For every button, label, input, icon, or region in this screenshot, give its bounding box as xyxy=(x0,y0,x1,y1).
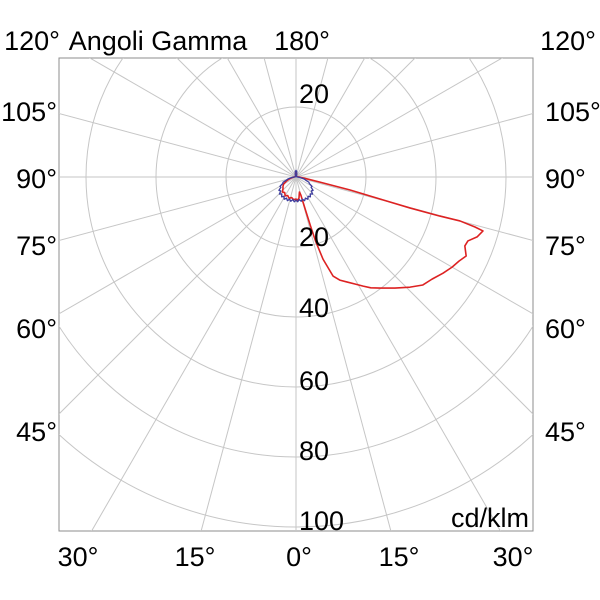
curve-c90-c270 xyxy=(278,169,314,203)
gamma-label-90-left: 90° xyxy=(16,164,57,194)
grid-circle-40 xyxy=(155,58,437,318)
grid-radial-line xyxy=(176,58,297,178)
radial-tick-20-lower: 20 xyxy=(299,222,329,252)
grid-circle-80 xyxy=(59,325,533,458)
gamma-label-105-left: 105° xyxy=(1,97,57,127)
grid-radial-line xyxy=(263,58,297,178)
gamma-label-15-bottom-left: 15° xyxy=(175,542,216,572)
grid-radial-line xyxy=(295,58,504,178)
gamma-label-75-left: 75° xyxy=(16,231,57,261)
gamma-label-180-top-center: 180° xyxy=(274,26,330,56)
grid-radial-line xyxy=(59,176,297,315)
gamma-label-60-left: 60° xyxy=(16,314,57,344)
gamma-label-45-right: 45° xyxy=(545,417,586,447)
grid-radial-line xyxy=(295,58,329,178)
radial-tick-100: 100 xyxy=(299,506,344,536)
grid-radial-line xyxy=(88,58,297,178)
grid-radial-line xyxy=(295,58,366,178)
chart-title: Angoli Gamma xyxy=(69,26,249,56)
gamma-label-105-right: 105° xyxy=(545,97,600,127)
grid-radial-line xyxy=(295,176,533,415)
radial-tick-20-upper: 20 xyxy=(299,79,329,109)
gamma-label-60-right: 60° xyxy=(545,314,586,344)
gamma-label-75-right: 75° xyxy=(545,231,586,261)
grid-radial-line xyxy=(295,112,533,178)
gamma-label-30-bottom-right: 30° xyxy=(493,542,534,572)
gamma-label-0-bottom: 0° xyxy=(286,542,312,572)
grid-radial-line xyxy=(59,176,297,242)
grid-radial-line xyxy=(59,176,297,415)
grid-circle-60 xyxy=(85,58,507,388)
gamma-label-90-right: 90° xyxy=(545,164,586,194)
grid-radial-line xyxy=(295,58,416,178)
gamma-label-45-left: 45° xyxy=(16,417,57,447)
grid-radial-line xyxy=(295,176,533,315)
radial-tick-40: 40 xyxy=(299,293,329,323)
unit-label: cd/klm xyxy=(451,503,529,533)
curve-c0-c180 xyxy=(281,171,484,289)
gamma-label-120-top-left: 120° xyxy=(4,26,60,56)
grid-radial-line xyxy=(200,176,297,531)
radial-tick-60: 60 xyxy=(299,366,329,396)
photometric-curves xyxy=(278,169,484,289)
radial-tick-80: 80 xyxy=(299,436,329,466)
grid-radial-line xyxy=(59,112,297,178)
grid-circle-100 xyxy=(59,433,533,528)
gamma-label-15-bottom-right: 15° xyxy=(379,542,420,572)
gamma-label-120-top-right: 120° xyxy=(540,26,596,56)
grid-radial-line xyxy=(226,58,297,178)
gamma-label-30-bottom-left: 30° xyxy=(58,542,99,572)
grid-circle-20 xyxy=(225,106,367,248)
